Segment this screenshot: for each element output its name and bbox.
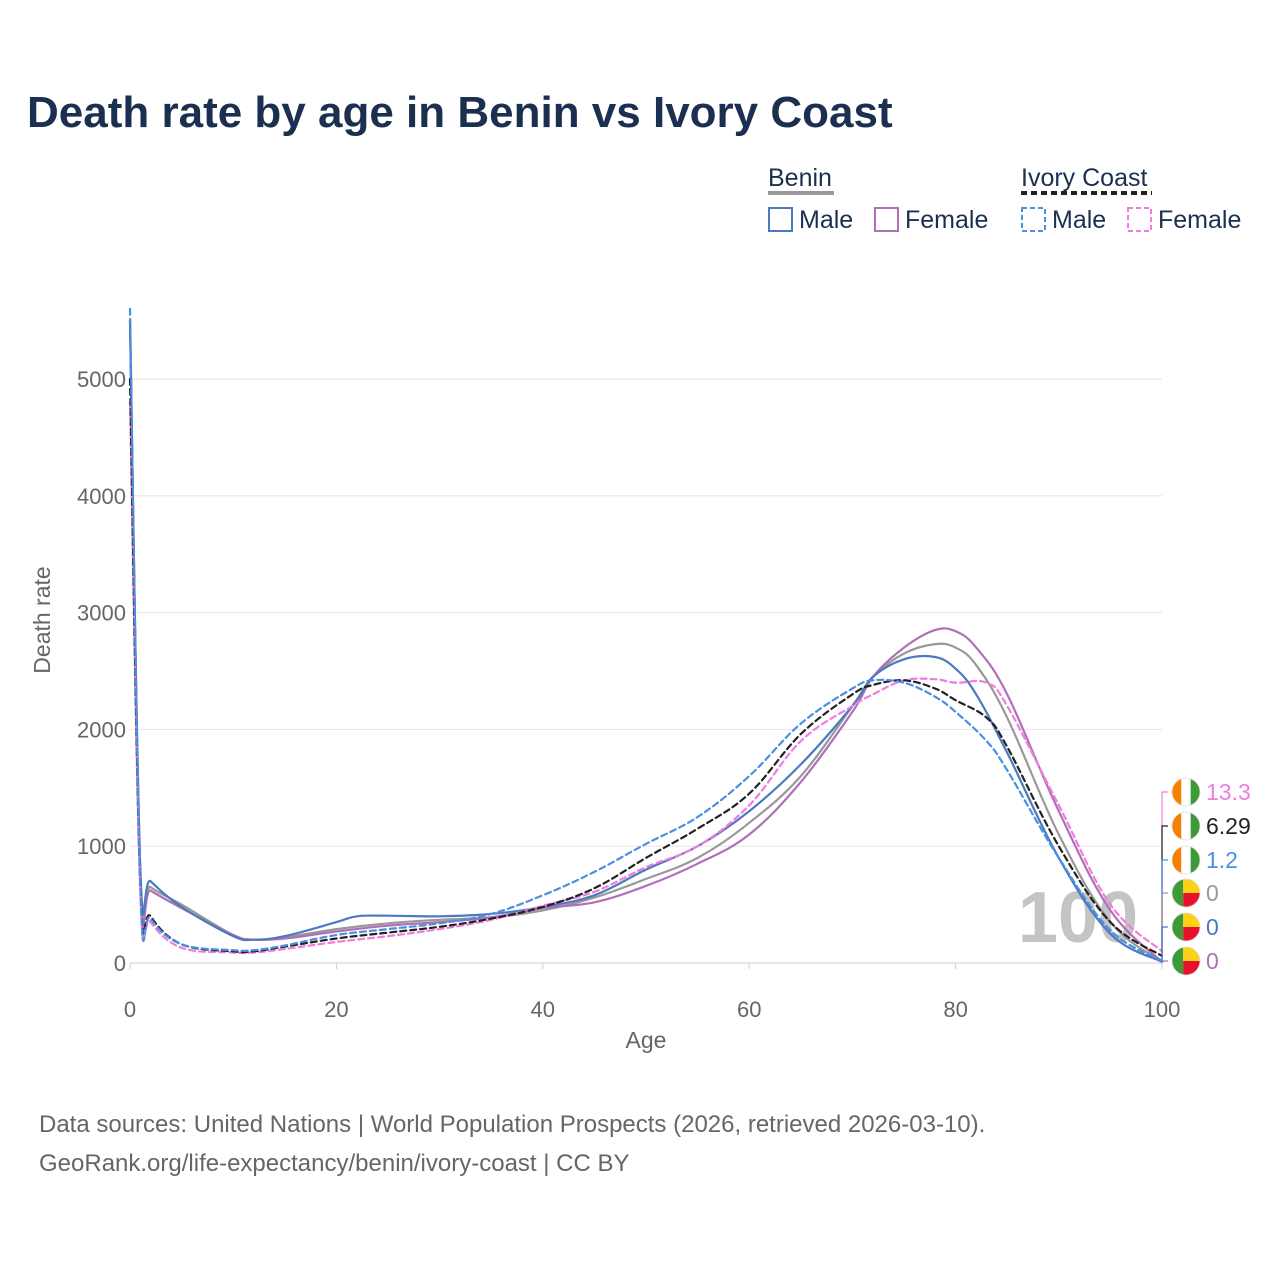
- y-tick-label: 1000: [77, 834, 126, 859]
- series-line-benin-male: [128, 319, 1164, 963]
- footer: Data sources: United Nations | World Pop…: [39, 1105, 985, 1183]
- series-line-benin: [128, 319, 1164, 963]
- legend-swatch-female: [1127, 207, 1152, 232]
- end-value-label: 1.2: [1206, 847, 1238, 873]
- flag-green-band: [1172, 913, 1184, 941]
- y-axis-title: Death rate: [29, 566, 55, 673]
- flag-white-band: [1181, 846, 1191, 874]
- y-tick-label: 4000: [77, 484, 126, 509]
- flag-green-band: [1190, 778, 1200, 806]
- flag-red-band: [1183, 961, 1200, 975]
- flag-border: [1171, 946, 1201, 976]
- end-label-benin: 0: [1161, 878, 1219, 962]
- end-label-ivory-coast-male: 1.2: [1161, 845, 1238, 961]
- legend-label-female: Female: [1158, 206, 1241, 234]
- source-credit: Data sources: United Nations | World Pop…: [39, 1111, 986, 1138]
- end-labels: 13.3 6.29 1.2 0 0 0: [1161, 777, 1251, 976]
- end-value-label: 0: [1206, 880, 1219, 906]
- y-tick-label: 2000: [77, 717, 126, 742]
- x-tick-label: 40: [531, 997, 555, 1022]
- flag-yellow-band: [1183, 879, 1200, 893]
- flag-red-band: [1183, 927, 1200, 941]
- end-value-label: 13.3: [1206, 779, 1251, 805]
- x-tick-label: 0: [124, 997, 136, 1022]
- legend-label-male: Male: [1052, 206, 1106, 234]
- x-tick-label: 20: [324, 997, 348, 1022]
- flag-border: [1171, 777, 1201, 807]
- end-value-label: 0: [1206, 948, 1219, 974]
- y-tick-label: 0: [114, 951, 126, 976]
- ivory-coast-flag-icon: [1172, 778, 1200, 806]
- legend-swatch-female: [874, 207, 899, 232]
- ivory-coast-flag-icon: [1172, 846, 1200, 874]
- series-line-ivory-coast: [128, 377, 1164, 958]
- end-value-label: 6.29: [1206, 813, 1251, 839]
- flag-green-band: [1172, 879, 1184, 907]
- y-tick-label: 3000: [77, 601, 126, 626]
- x-tick-label: 60: [737, 997, 761, 1022]
- legend-group-title: Ivory Coast: [1021, 164, 1147, 192]
- legend-label-female: Female: [905, 206, 988, 234]
- x-tick-label: 100: [1144, 997, 1181, 1022]
- end-label-benin-female: 0: [1161, 946, 1219, 976]
- legend-group-ivory-coast: Ivory Coast Male Female: [1021, 164, 1241, 234]
- site-credit: GeoRank.org/life-expectancy/benin/ivory-…: [39, 1150, 630, 1177]
- flag-border: [1171, 811, 1201, 841]
- flag-white-band: [1181, 778, 1191, 806]
- ivory-coast-flag-icon: [1172, 812, 1200, 840]
- chart-title: Death rate by age in Benin vs Ivory Coas…: [27, 88, 893, 137]
- flag-green-band: [1190, 846, 1200, 874]
- y-tick-label: 5000: [77, 367, 126, 392]
- legend-label-male: Male: [799, 206, 853, 234]
- legend-swatch-male: [768, 207, 793, 232]
- series-line-ivory-coast-male: [128, 307, 1164, 962]
- leader-line: [1161, 859, 1168, 961]
- leader-line: [1161, 926, 1168, 962]
- flag-yellow-band: [1183, 913, 1200, 927]
- axes: 0 1000 2000 3000 4000 5000 0 20 40 60 80 100: [77, 367, 1180, 1022]
- series-line-benin-female: [128, 319, 1164, 963]
- series-lines: [128, 307, 1164, 963]
- legend-swatch-male: [1021, 207, 1046, 232]
- flag-white-band: [1181, 812, 1191, 840]
- flag-green-band: [1172, 947, 1184, 975]
- end-label-ivory-coast-female: 13.3: [1161, 777, 1251, 952]
- series-line-ivory-coast-female: [128, 401, 1164, 955]
- leader-line: [1161, 825, 1168, 956]
- x-axis-title: Age: [626, 1027, 667, 1053]
- flag-yellow-band: [1183, 947, 1200, 961]
- legend-group-title: Benin: [768, 164, 832, 192]
- flag-orange-band: [1172, 846, 1182, 874]
- end-label-benin-male: 0: [1161, 912, 1219, 962]
- flag-orange-band: [1172, 778, 1182, 806]
- flag-green-band: [1190, 812, 1200, 840]
- legend: Benin Male Female Ivory Coast Male Female: [768, 164, 1241, 234]
- flag-border: [1171, 845, 1201, 875]
- legend-group-benin: Benin Male Female: [768, 164, 988, 234]
- leader-line: [1161, 960, 1168, 962]
- gridlines: [130, 378, 1162, 847]
- flag-border: [1171, 878, 1201, 908]
- x-tick-label: 80: [943, 997, 967, 1022]
- flag-border: [1171, 912, 1201, 942]
- flag-red-band: [1183, 893, 1200, 907]
- end-value-label: 0: [1206, 914, 1219, 940]
- flag-orange-band: [1172, 812, 1182, 840]
